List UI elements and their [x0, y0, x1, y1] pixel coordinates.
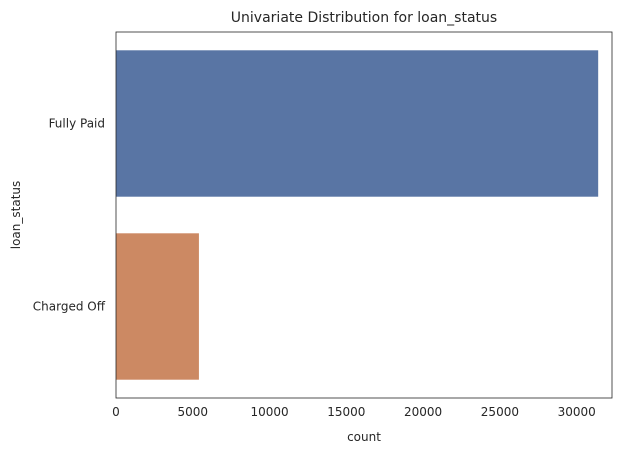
chart-title: Univariate Distribution for loan_status	[231, 10, 497, 26]
x-tick-label-0: 0	[112, 405, 120, 419]
bar-fully-paid	[116, 50, 599, 197]
plot-frame	[115, 31, 613, 399]
x-tick-label-10000: 10000	[250, 405, 288, 419]
x-axis-label: count	[347, 430, 381, 444]
y-tick-label-fully-paid: Fully Paid	[49, 117, 105, 131]
y-axis-ticks: Fully Paid Charged Off	[33, 117, 106, 314]
x-tick-label-20000: 20000	[404, 405, 442, 419]
x-tick-label-25000: 25000	[481, 405, 519, 419]
y-tick-label-charged-off: Charged Off	[33, 300, 106, 314]
x-tick-label-5000: 5000	[178, 405, 209, 419]
x-tick-label-15000: 15000	[327, 405, 365, 419]
y-axis-label: loan_status	[9, 181, 23, 250]
x-tick-label-30000: 30000	[558, 405, 596, 419]
bar-charged-off	[116, 233, 199, 380]
bars-layer	[116, 50, 599, 380]
x-axis-ticks: 0 5000 10000 15000 20000 25000 30000	[112, 405, 596, 419]
